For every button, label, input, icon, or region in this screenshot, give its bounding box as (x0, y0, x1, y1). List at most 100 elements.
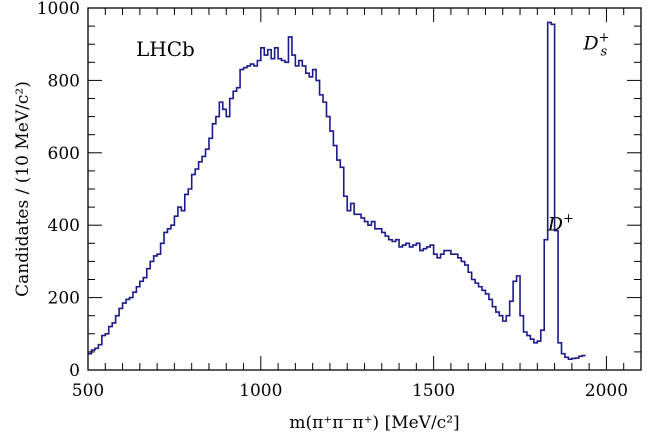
histogram-bin (313, 70, 316, 370)
histogram-bin (468, 272, 471, 370)
histogram-bin (441, 254, 444, 370)
histogram-bin (451, 254, 454, 370)
histogram-bin (565, 357, 568, 370)
histogram-bin (95, 348, 98, 370)
histogram-bin (392, 241, 395, 370)
histogram-bin (112, 323, 115, 370)
histogram-bin (199, 162, 202, 370)
histogram-bin (465, 265, 468, 370)
histogram-bin (513, 281, 516, 370)
histogram-bin (368, 225, 371, 370)
histogram-bin (320, 95, 323, 370)
histogram-bin (358, 214, 361, 370)
x-tick-label: 2000 (585, 381, 628, 401)
histogram-bin (568, 359, 571, 370)
tick-labels-layer: 500 1000 1500 2000 0 200 400 600 800 1000 (37, 0, 628, 401)
histogram-bin (575, 358, 578, 370)
histogram-bin (562, 354, 565, 370)
histogram-bin (292, 55, 295, 370)
histogram-bin (268, 50, 271, 370)
histogram-bin (174, 216, 177, 370)
histogram-bin (510, 301, 513, 370)
histogram-bin (517, 276, 520, 370)
histogram-bin (91, 350, 94, 370)
histogram-bin (126, 299, 129, 370)
histogram-bin (188, 189, 191, 370)
y-tick-label: 0 (69, 361, 80, 381)
histogram-bin (192, 175, 195, 370)
histogram-bin (458, 258, 461, 370)
histogram-bin (326, 117, 329, 370)
histogram-bin (409, 247, 412, 370)
histogram-bin (503, 321, 506, 370)
histogram-bin (399, 247, 402, 370)
histogram-bin (365, 222, 368, 370)
histogram-bin (209, 138, 212, 370)
histogram-bin (555, 231, 558, 370)
histogram-bin (551, 24, 554, 370)
histogram-bin (530, 339, 533, 370)
histogram-bin (206, 149, 209, 370)
histogram-bin (534, 343, 537, 370)
histogram-bin (420, 251, 423, 370)
histogram-bin (485, 294, 488, 370)
histogram-bin (140, 281, 143, 370)
histogram-bin (233, 91, 236, 370)
histogram-bin (143, 278, 146, 370)
histogram-bin (347, 211, 350, 370)
ticks-layer (87, 7, 642, 371)
histogram-bin (299, 60, 302, 370)
histogram-bin (264, 55, 267, 370)
histogram-bin (489, 299, 492, 370)
histogram-bin (216, 117, 219, 370)
histogram-bin (344, 196, 347, 370)
histogram-bin (434, 254, 437, 370)
histogram-bin (337, 160, 340, 370)
x-tick-label: 500 (72, 381, 104, 401)
histogram-bin (492, 307, 495, 370)
histogram-bin (178, 207, 181, 370)
histogram-bin (278, 59, 281, 370)
histogram-bin (164, 232, 167, 370)
histogram-bin (378, 229, 381, 370)
histogram-bin (406, 243, 409, 370)
histogram-bin (147, 269, 150, 370)
histogram-bin (523, 332, 526, 370)
histogram-bin (306, 73, 309, 370)
histogram-bin (185, 194, 188, 370)
histogram-bin (351, 203, 354, 370)
histogram-bin (582, 356, 585, 370)
histogram-bin (354, 214, 357, 370)
histogram-bin (475, 283, 478, 370)
histogram-bin (129, 298, 132, 370)
peak-annotations: D+ D+ s (547, 31, 610, 236)
histogram-bin (102, 336, 105, 370)
histogram-bin (520, 316, 523, 370)
histogram-bin (472, 280, 475, 371)
histogram-bin (437, 258, 440, 370)
histogram-bin (541, 330, 544, 370)
y-tick-label: 1000 (37, 0, 80, 19)
histogram-bin (416, 243, 419, 370)
x-axis-label: m(π⁺π⁻π⁺) [MeV/c²] (289, 413, 459, 433)
histogram-bin (499, 316, 502, 370)
histogram-bin (444, 251, 447, 370)
histogram-bin (161, 243, 164, 370)
histogram-bin (202, 156, 205, 370)
histogram-bin (282, 60, 285, 370)
experiment-label: LHCb (136, 37, 195, 61)
histogram-bin (133, 292, 136, 370)
histogram-bin (247, 66, 250, 370)
histogram-bin (558, 343, 561, 370)
y-tick-label: 800 (48, 71, 80, 91)
histogram-bin (527, 336, 530, 370)
histogram-bin (333, 146, 336, 370)
histogram-bin (219, 102, 222, 370)
histogram-bin (423, 249, 426, 370)
histogram-bin (548, 22, 551, 370)
histogram-bin (330, 131, 333, 370)
y-tick-label: 400 (48, 216, 80, 236)
histogram-bin (454, 254, 457, 370)
histogram-bin (157, 254, 160, 370)
